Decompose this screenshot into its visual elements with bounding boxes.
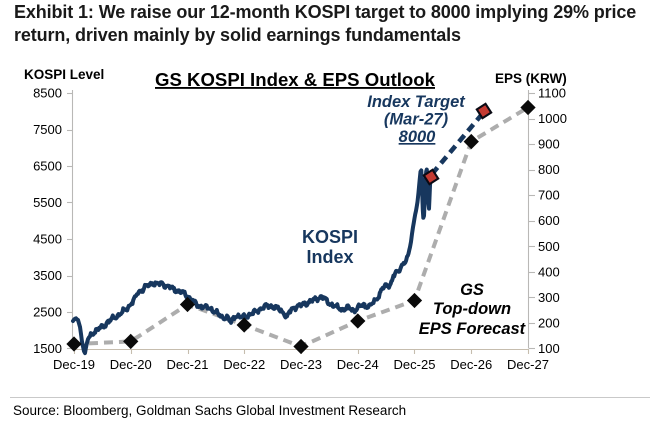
svg-text:5500: 5500 bbox=[33, 195, 62, 210]
svg-text:800: 800 bbox=[538, 162, 560, 177]
svg-text:7500: 7500 bbox=[33, 122, 62, 137]
svg-text:1100: 1100 bbox=[538, 86, 566, 101]
svg-text:(Mar-27): (Mar-27) bbox=[384, 111, 449, 129]
svg-text:Index: Index bbox=[306, 247, 353, 267]
svg-text:EPS Forecast: EPS Forecast bbox=[419, 320, 527, 338]
svg-text:Dec-20: Dec-20 bbox=[110, 357, 152, 372]
svg-text:100: 100 bbox=[538, 341, 560, 356]
svg-text:Dec-25: Dec-25 bbox=[394, 357, 436, 372]
svg-text:1500: 1500 bbox=[33, 341, 62, 356]
svg-text:400: 400 bbox=[538, 264, 560, 279]
svg-text:1000: 1000 bbox=[538, 111, 567, 126]
svg-text:500: 500 bbox=[538, 239, 560, 254]
svg-text:3500: 3500 bbox=[33, 268, 62, 283]
svg-text:8500: 8500 bbox=[33, 86, 62, 101]
svg-text:GS KOSPI Index & EPS Outlook: GS KOSPI Index & EPS Outlook bbox=[155, 69, 436, 90]
svg-text:KOSPI Level: KOSPI Level bbox=[24, 67, 104, 82]
svg-text:2500: 2500 bbox=[33, 305, 62, 320]
svg-text:900: 900 bbox=[538, 137, 560, 152]
svg-text:Dec-23: Dec-23 bbox=[280, 357, 322, 372]
svg-text:Dec-27: Dec-27 bbox=[507, 357, 549, 372]
svg-text:Top-down: Top-down bbox=[433, 300, 511, 318]
svg-text:200: 200 bbox=[538, 315, 560, 330]
svg-text:Dec-21: Dec-21 bbox=[167, 357, 209, 372]
svg-text:700: 700 bbox=[538, 188, 560, 203]
svg-text:4500: 4500 bbox=[33, 232, 62, 247]
svg-text:300: 300 bbox=[538, 290, 560, 305]
svg-text:Dec-19: Dec-19 bbox=[53, 357, 95, 372]
svg-text:6500: 6500 bbox=[33, 159, 62, 174]
svg-text:Dec-26: Dec-26 bbox=[450, 357, 492, 372]
svg-text:Dec-22: Dec-22 bbox=[223, 357, 265, 372]
svg-text:EPS (KRW): EPS (KRW) bbox=[495, 71, 567, 86]
svg-text:600: 600 bbox=[538, 213, 560, 228]
svg-text:Dec-24: Dec-24 bbox=[337, 357, 379, 372]
svg-text:GS: GS bbox=[460, 281, 484, 299]
svg-text:Index Target: Index Target bbox=[367, 93, 466, 111]
svg-text:KOSPI: KOSPI bbox=[302, 227, 358, 247]
svg-text:8000: 8000 bbox=[399, 128, 437, 146]
